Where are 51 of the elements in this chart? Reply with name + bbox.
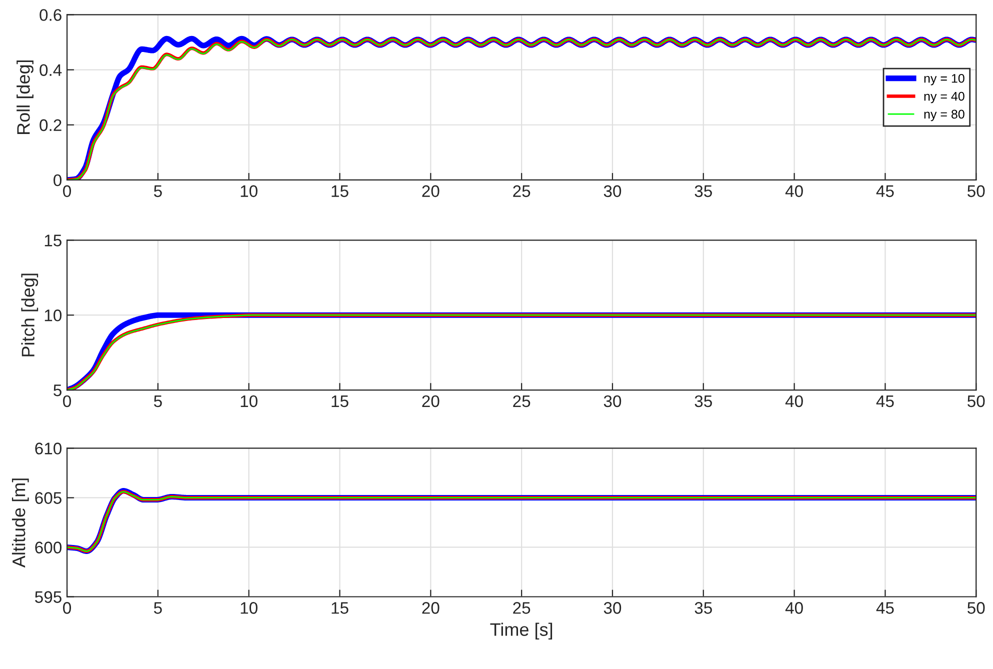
y-tick-label: 0 bbox=[54, 174, 62, 186]
x-tick-label: 20 bbox=[422, 395, 440, 408]
x-tick-label: 0 bbox=[63, 395, 72, 408]
x-tick-label: 15 bbox=[332, 602, 348, 614]
y-axis-title: Roll [deg] bbox=[16, 60, 34, 134]
x-tick-label: 15 bbox=[332, 185, 348, 198]
x-tick-label: 40 bbox=[785, 185, 803, 198]
x-tick-label: 0 bbox=[63, 602, 72, 614]
x-tick-label: 0 bbox=[63, 185, 72, 198]
x-tick-label: 20 bbox=[422, 602, 440, 614]
x-tick-label: 15 bbox=[332, 396, 348, 408]
x-tick-label: 25 bbox=[513, 395, 530, 408]
y-tick-label: 610 bbox=[35, 442, 62, 454]
x-tick-label: 40 bbox=[785, 602, 803, 614]
legend-label: ny = 40 bbox=[924, 92, 964, 104]
y-tick-label: 605 bbox=[35, 492, 62, 504]
x-tick-label: 30 bbox=[604, 395, 622, 408]
y-tick-label: 595 bbox=[35, 591, 62, 603]
x-tick-label: 20 bbox=[422, 185, 440, 198]
x-tick-label: 25 bbox=[513, 185, 530, 198]
x-tick-label: 30 bbox=[604, 185, 622, 198]
y-axis-title: Pitch [deg] bbox=[21, 274, 38, 356]
x-tick-label: 25 bbox=[513, 602, 530, 614]
y-tick-label: 15 bbox=[44, 234, 62, 246]
x-tick-label: 5 bbox=[154, 185, 162, 198]
x-tick-label: 35 bbox=[694, 602, 712, 614]
x-tick-label: 10 bbox=[240, 185, 258, 198]
x-tick-label: 35 bbox=[694, 185, 712, 198]
x-tick-label: 40 bbox=[785, 395, 803, 408]
y-tick-label: 0.6 bbox=[40, 9, 62, 21]
y-tick-label: 0.2 bbox=[40, 119, 62, 132]
y-tick-label: 5 bbox=[54, 384, 62, 396]
y-tick-label: 10 bbox=[44, 310, 62, 322]
x-tick-label: 10 bbox=[240, 602, 258, 614]
legend-label: ny = 10 bbox=[924, 74, 964, 86]
x-tick-label: 35 bbox=[694, 395, 712, 408]
x-tick-label: 45 bbox=[876, 185, 894, 198]
x-tick-label: 10 bbox=[240, 395, 258, 408]
x-axis-title: Time [s] bbox=[490, 622, 552, 640]
x-tick-label: 50 bbox=[968, 395, 985, 408]
x-tick-label: 50 bbox=[968, 185, 985, 198]
x-tick-label: 45 bbox=[876, 396, 894, 408]
y-tick-label: 0.4 bbox=[40, 64, 62, 76]
x-tick-label: 45 bbox=[876, 602, 894, 614]
x-tick-label: 5 bbox=[154, 396, 162, 408]
x-tick-label: 50 bbox=[968, 602, 985, 614]
y-tick-label: 600 bbox=[35, 542, 62, 554]
x-tick-label: 30 bbox=[604, 602, 622, 614]
x-tick-label: 5 bbox=[154, 602, 162, 614]
legend-label: ny = 80 bbox=[924, 110, 964, 122]
y-axis-title: Altitude [m] bbox=[12, 478, 29, 568]
